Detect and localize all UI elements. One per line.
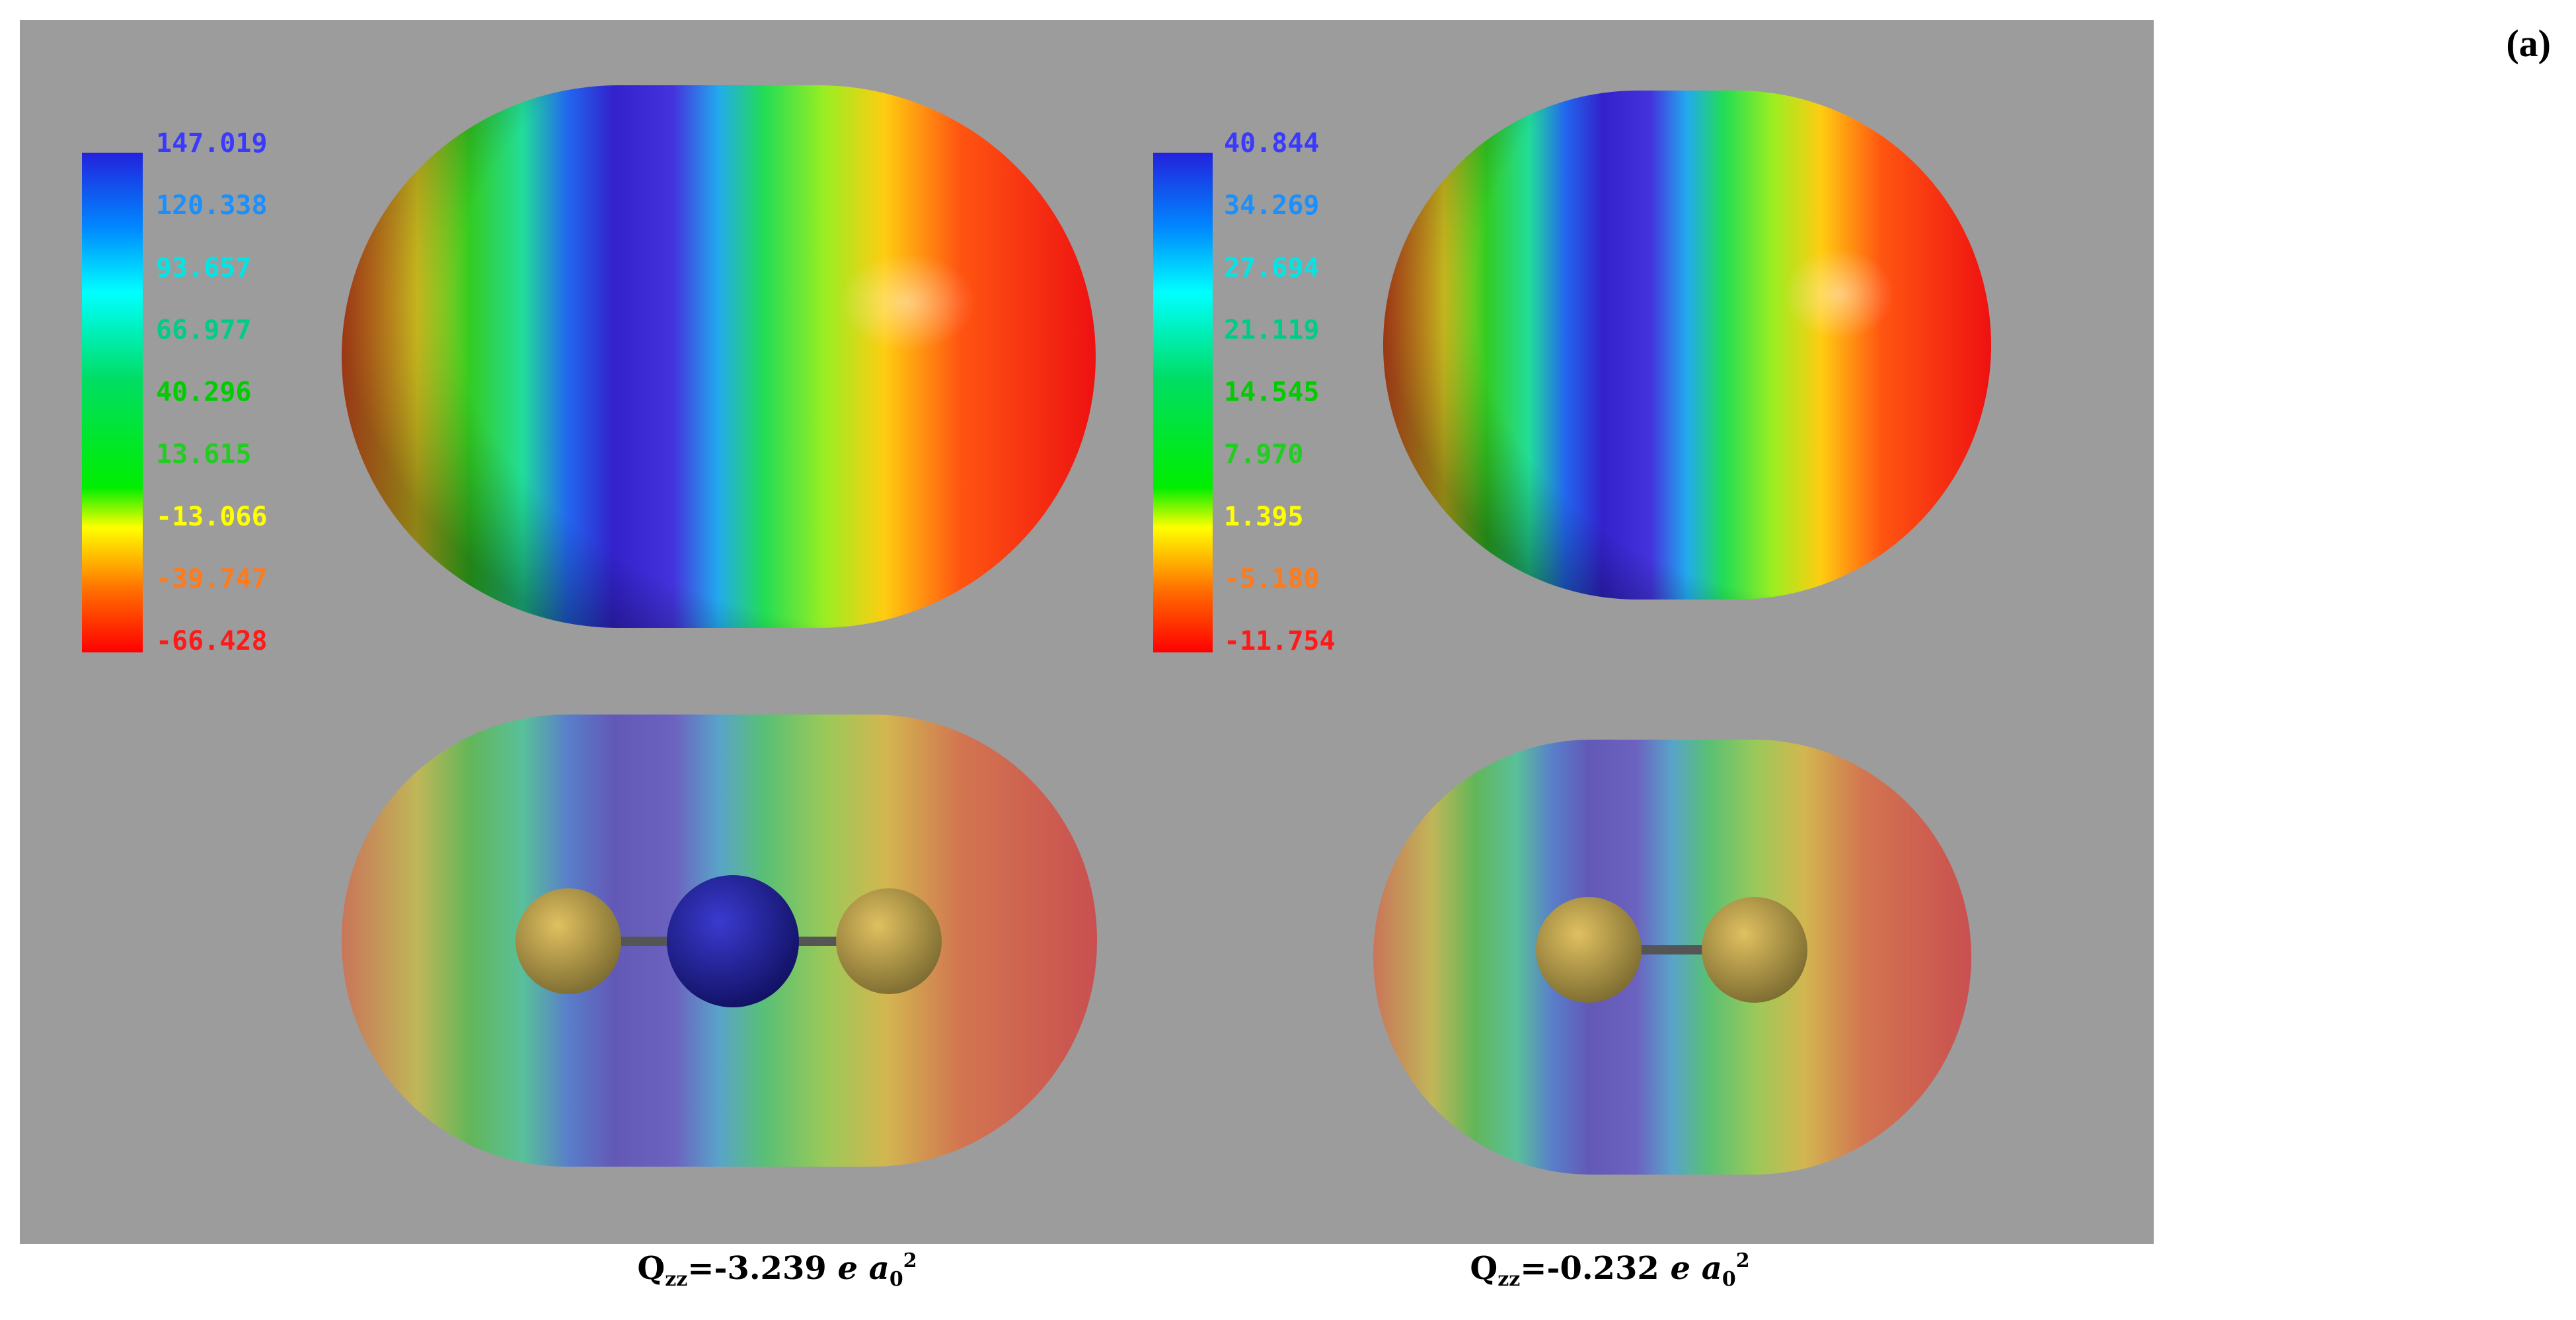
colorbar-label: 27.694: [1224, 252, 1320, 283]
symbol: Q: [637, 1250, 665, 1287]
left-top-surface: [342, 85, 1096, 628]
symbol: Q: [1470, 1250, 1497, 1287]
colorbar-label: -11.754: [1224, 626, 1336, 656]
unit-e: e: [837, 1250, 858, 1287]
colorbar-label: 7.970: [1224, 440, 1303, 470]
unit-a: a: [1702, 1250, 1722, 1287]
colorbar-label: 147.019: [156, 128, 268, 159]
colorbar-label: 14.545: [1224, 377, 1320, 408]
colorbar-label: -39.747: [156, 564, 268, 594]
colorbar-label: 66.977: [156, 315, 252, 345]
left-colorbar: [82, 153, 143, 652]
colorbar-label: 21.119: [1224, 315, 1320, 345]
right-top-surface: [1383, 91, 1991, 600]
left-caption: Qzz=-3.239 e a02: [637, 1249, 917, 1291]
colorbar-label: 93.657: [156, 252, 252, 283]
colorbar-label: 1.395: [1224, 502, 1303, 532]
subscript: zz: [665, 1268, 687, 1291]
colorbar-label: 40.844: [1224, 128, 1320, 159]
panel-label: (a): [2506, 22, 2551, 65]
colorbar-label: 34.269: [1224, 190, 1320, 221]
left-bottom-surface: [342, 715, 1097, 1167]
right-bottom-surface: [1373, 740, 1971, 1175]
unit-superscript: 2: [1736, 1249, 1750, 1272]
unit-e: e: [1670, 1250, 1690, 1287]
unit-a: a: [869, 1250, 890, 1287]
right-caption: Qzz=-0.232 e a02: [1470, 1249, 1749, 1291]
colorbar-label: -13.066: [156, 502, 268, 532]
unit-superscript: 2: [903, 1249, 917, 1272]
subscript: zz: [1497, 1268, 1520, 1291]
right-colorbar: [1153, 153, 1213, 652]
colorbar-label: 120.338: [156, 190, 268, 221]
unit-subscript: 0: [890, 1268, 903, 1291]
unit-subscript: 0: [1722, 1268, 1736, 1291]
colorbar-label: 40.296: [156, 377, 252, 408]
colorbar-label: -5.180: [1224, 564, 1320, 594]
colorbar-label: 13.615: [156, 440, 252, 470]
value: =-0.232: [1520, 1250, 1670, 1287]
value: =-3.239: [687, 1250, 837, 1287]
colorbar-label: -66.428: [156, 626, 268, 656]
